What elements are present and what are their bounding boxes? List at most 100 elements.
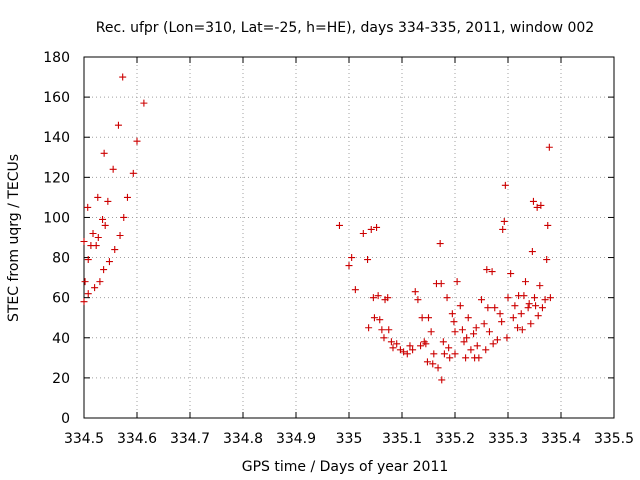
data-point xyxy=(460,338,468,346)
data-point xyxy=(478,296,485,304)
data-point xyxy=(533,203,541,211)
data-point xyxy=(374,292,382,300)
data-point xyxy=(120,213,128,221)
data-point xyxy=(498,318,506,326)
data-point xyxy=(400,348,408,356)
data-point xyxy=(111,246,119,254)
y-tick-label: 160 xyxy=(43,90,70,106)
data-point xyxy=(429,360,437,368)
data-point xyxy=(389,344,397,352)
data-point xyxy=(528,248,536,256)
data-point xyxy=(422,340,430,348)
data-point xyxy=(123,193,131,201)
data-point xyxy=(81,278,89,286)
data-point xyxy=(335,221,343,229)
x-tick-label: 334.6 xyxy=(117,431,157,447)
data-point xyxy=(532,302,540,310)
data-point xyxy=(114,121,122,129)
data-point xyxy=(378,326,386,334)
data-point xyxy=(116,231,124,239)
data-point xyxy=(94,234,102,241)
data-point xyxy=(473,342,481,350)
x-tick-label: 334.7 xyxy=(170,431,210,447)
data-point xyxy=(370,314,378,322)
data-point xyxy=(445,344,453,352)
data-point xyxy=(484,304,492,312)
data-point xyxy=(517,310,525,318)
data-point xyxy=(393,340,401,348)
data-point xyxy=(483,266,491,274)
data-point xyxy=(509,314,517,322)
data-point xyxy=(109,165,117,173)
data-point xyxy=(488,268,496,276)
y-tick-label: 80 xyxy=(52,251,70,267)
data-point xyxy=(537,201,545,209)
data-point xyxy=(472,324,480,332)
y-tick-label: 100 xyxy=(43,210,70,226)
data-point xyxy=(427,328,435,336)
data-point xyxy=(470,330,478,338)
x-tick-label: 335.3 xyxy=(488,431,528,447)
data-point xyxy=(467,346,475,354)
data-point xyxy=(453,278,461,286)
x-tick-label: 334.8 xyxy=(223,431,263,447)
data-point xyxy=(91,284,99,292)
data-point xyxy=(380,334,388,342)
data-point xyxy=(365,324,373,332)
data-point xyxy=(409,346,417,354)
x-tick-label: 335.5 xyxy=(594,431,634,447)
y-tick-label: 20 xyxy=(52,371,70,387)
data-point xyxy=(80,238,88,246)
data-point xyxy=(524,304,532,312)
y-tick-label: 60 xyxy=(52,291,70,307)
data-point xyxy=(369,294,377,302)
data-point xyxy=(531,294,538,302)
data-point xyxy=(520,292,528,300)
x-tick-label: 335.4 xyxy=(541,431,581,447)
data-point xyxy=(500,217,508,225)
data-point xyxy=(527,320,535,328)
data-point xyxy=(446,354,454,362)
data-point xyxy=(351,286,359,294)
data-point xyxy=(463,334,471,342)
data-point xyxy=(345,262,353,270)
x-tick-label: 334.9 xyxy=(276,431,316,447)
axis-ticks: 334.5 334.6 334.7 334.8 334.9 335 335.1 335.2 33… xyxy=(43,50,634,447)
data-point xyxy=(101,221,109,229)
data-point xyxy=(543,256,551,264)
data-point xyxy=(434,364,442,372)
data-point xyxy=(521,278,529,286)
data-point xyxy=(387,338,395,346)
data-point xyxy=(94,193,102,201)
data-point xyxy=(456,302,464,310)
data-point xyxy=(133,137,141,145)
data-point xyxy=(529,197,537,205)
data-point xyxy=(475,354,483,362)
data-point xyxy=(385,326,393,334)
data-point xyxy=(84,290,92,298)
data-point xyxy=(105,258,113,266)
data-point xyxy=(499,225,507,233)
data-point xyxy=(448,310,456,318)
y-tick-label: 0 xyxy=(61,411,70,427)
data-point xyxy=(406,342,414,350)
data-point xyxy=(423,358,431,366)
data-point xyxy=(451,350,459,358)
data-point xyxy=(403,350,411,358)
data-point xyxy=(464,314,472,322)
x-tick-label: 335.1 xyxy=(382,431,422,447)
y-tick-label: 40 xyxy=(52,331,70,347)
data-point xyxy=(545,143,553,151)
data-point xyxy=(373,223,381,231)
data-point xyxy=(482,346,490,354)
data-point xyxy=(489,340,497,348)
data-point xyxy=(129,169,137,177)
data-point xyxy=(437,280,445,288)
y-tick-label: 120 xyxy=(43,170,70,186)
data-point xyxy=(104,197,112,205)
data-point xyxy=(511,302,519,310)
data-point xyxy=(376,316,384,324)
data-point xyxy=(504,294,512,302)
chart-title: Rec. ufpr (Lon=310, Lat=-25, h=HE), days… xyxy=(96,20,594,36)
